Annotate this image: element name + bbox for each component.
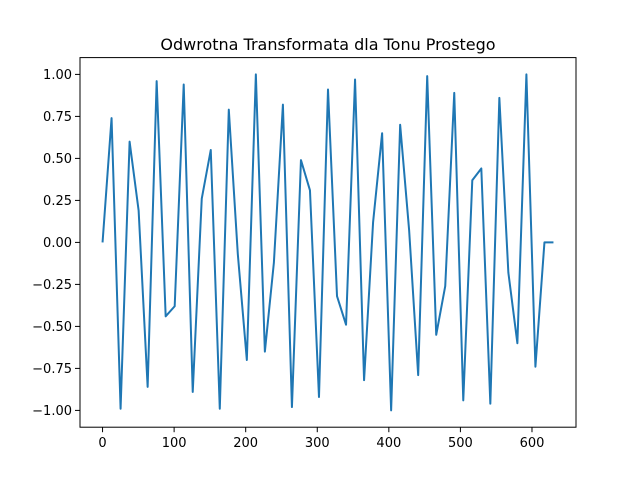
x-tick-label: 400 bbox=[376, 436, 401, 451]
y-tick-label: 0.75 bbox=[43, 110, 72, 125]
y-tick-label: 1.00 bbox=[43, 68, 72, 83]
chart-marks bbox=[101, 73, 554, 412]
x-tick-label: 200 bbox=[233, 436, 258, 451]
y-axis: 1.00 0.75 0.50 0.25 0.00 −0.25 −0.50 −0.75 −1.00 bbox=[32, 68, 80, 419]
x-tick-label: 100 bbox=[162, 436, 187, 451]
chart-title: Odwrotna Transformata dla Tonu Prostego bbox=[160, 35, 495, 54]
y-tick-label: −0.50 bbox=[32, 320, 72, 335]
x-tick-label: 0 bbox=[98, 436, 106, 451]
x-tick-label: 300 bbox=[305, 436, 330, 451]
series-line-1 bbox=[101, 73, 554, 412]
y-tick-label: −1.00 bbox=[32, 404, 72, 419]
y-tick-label: 0.25 bbox=[43, 194, 72, 209]
x-axis: 0 100 200 300 400 500 600 bbox=[98, 427, 544, 451]
y-tick-label: 0.50 bbox=[43, 152, 72, 167]
x-tick-label: 600 bbox=[520, 436, 545, 451]
y-tick-label: 0.00 bbox=[43, 236, 72, 251]
y-tick-label: −0.75 bbox=[32, 362, 72, 377]
x-tick-label: 500 bbox=[448, 436, 473, 451]
y-tick-label: −0.25 bbox=[32, 278, 72, 293]
